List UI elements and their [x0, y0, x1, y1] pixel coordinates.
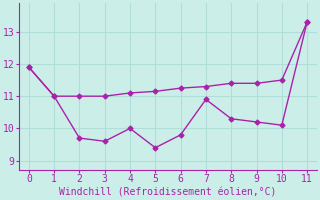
- X-axis label: Windchill (Refroidissement éolien,°C): Windchill (Refroidissement éolien,°C): [59, 187, 277, 197]
